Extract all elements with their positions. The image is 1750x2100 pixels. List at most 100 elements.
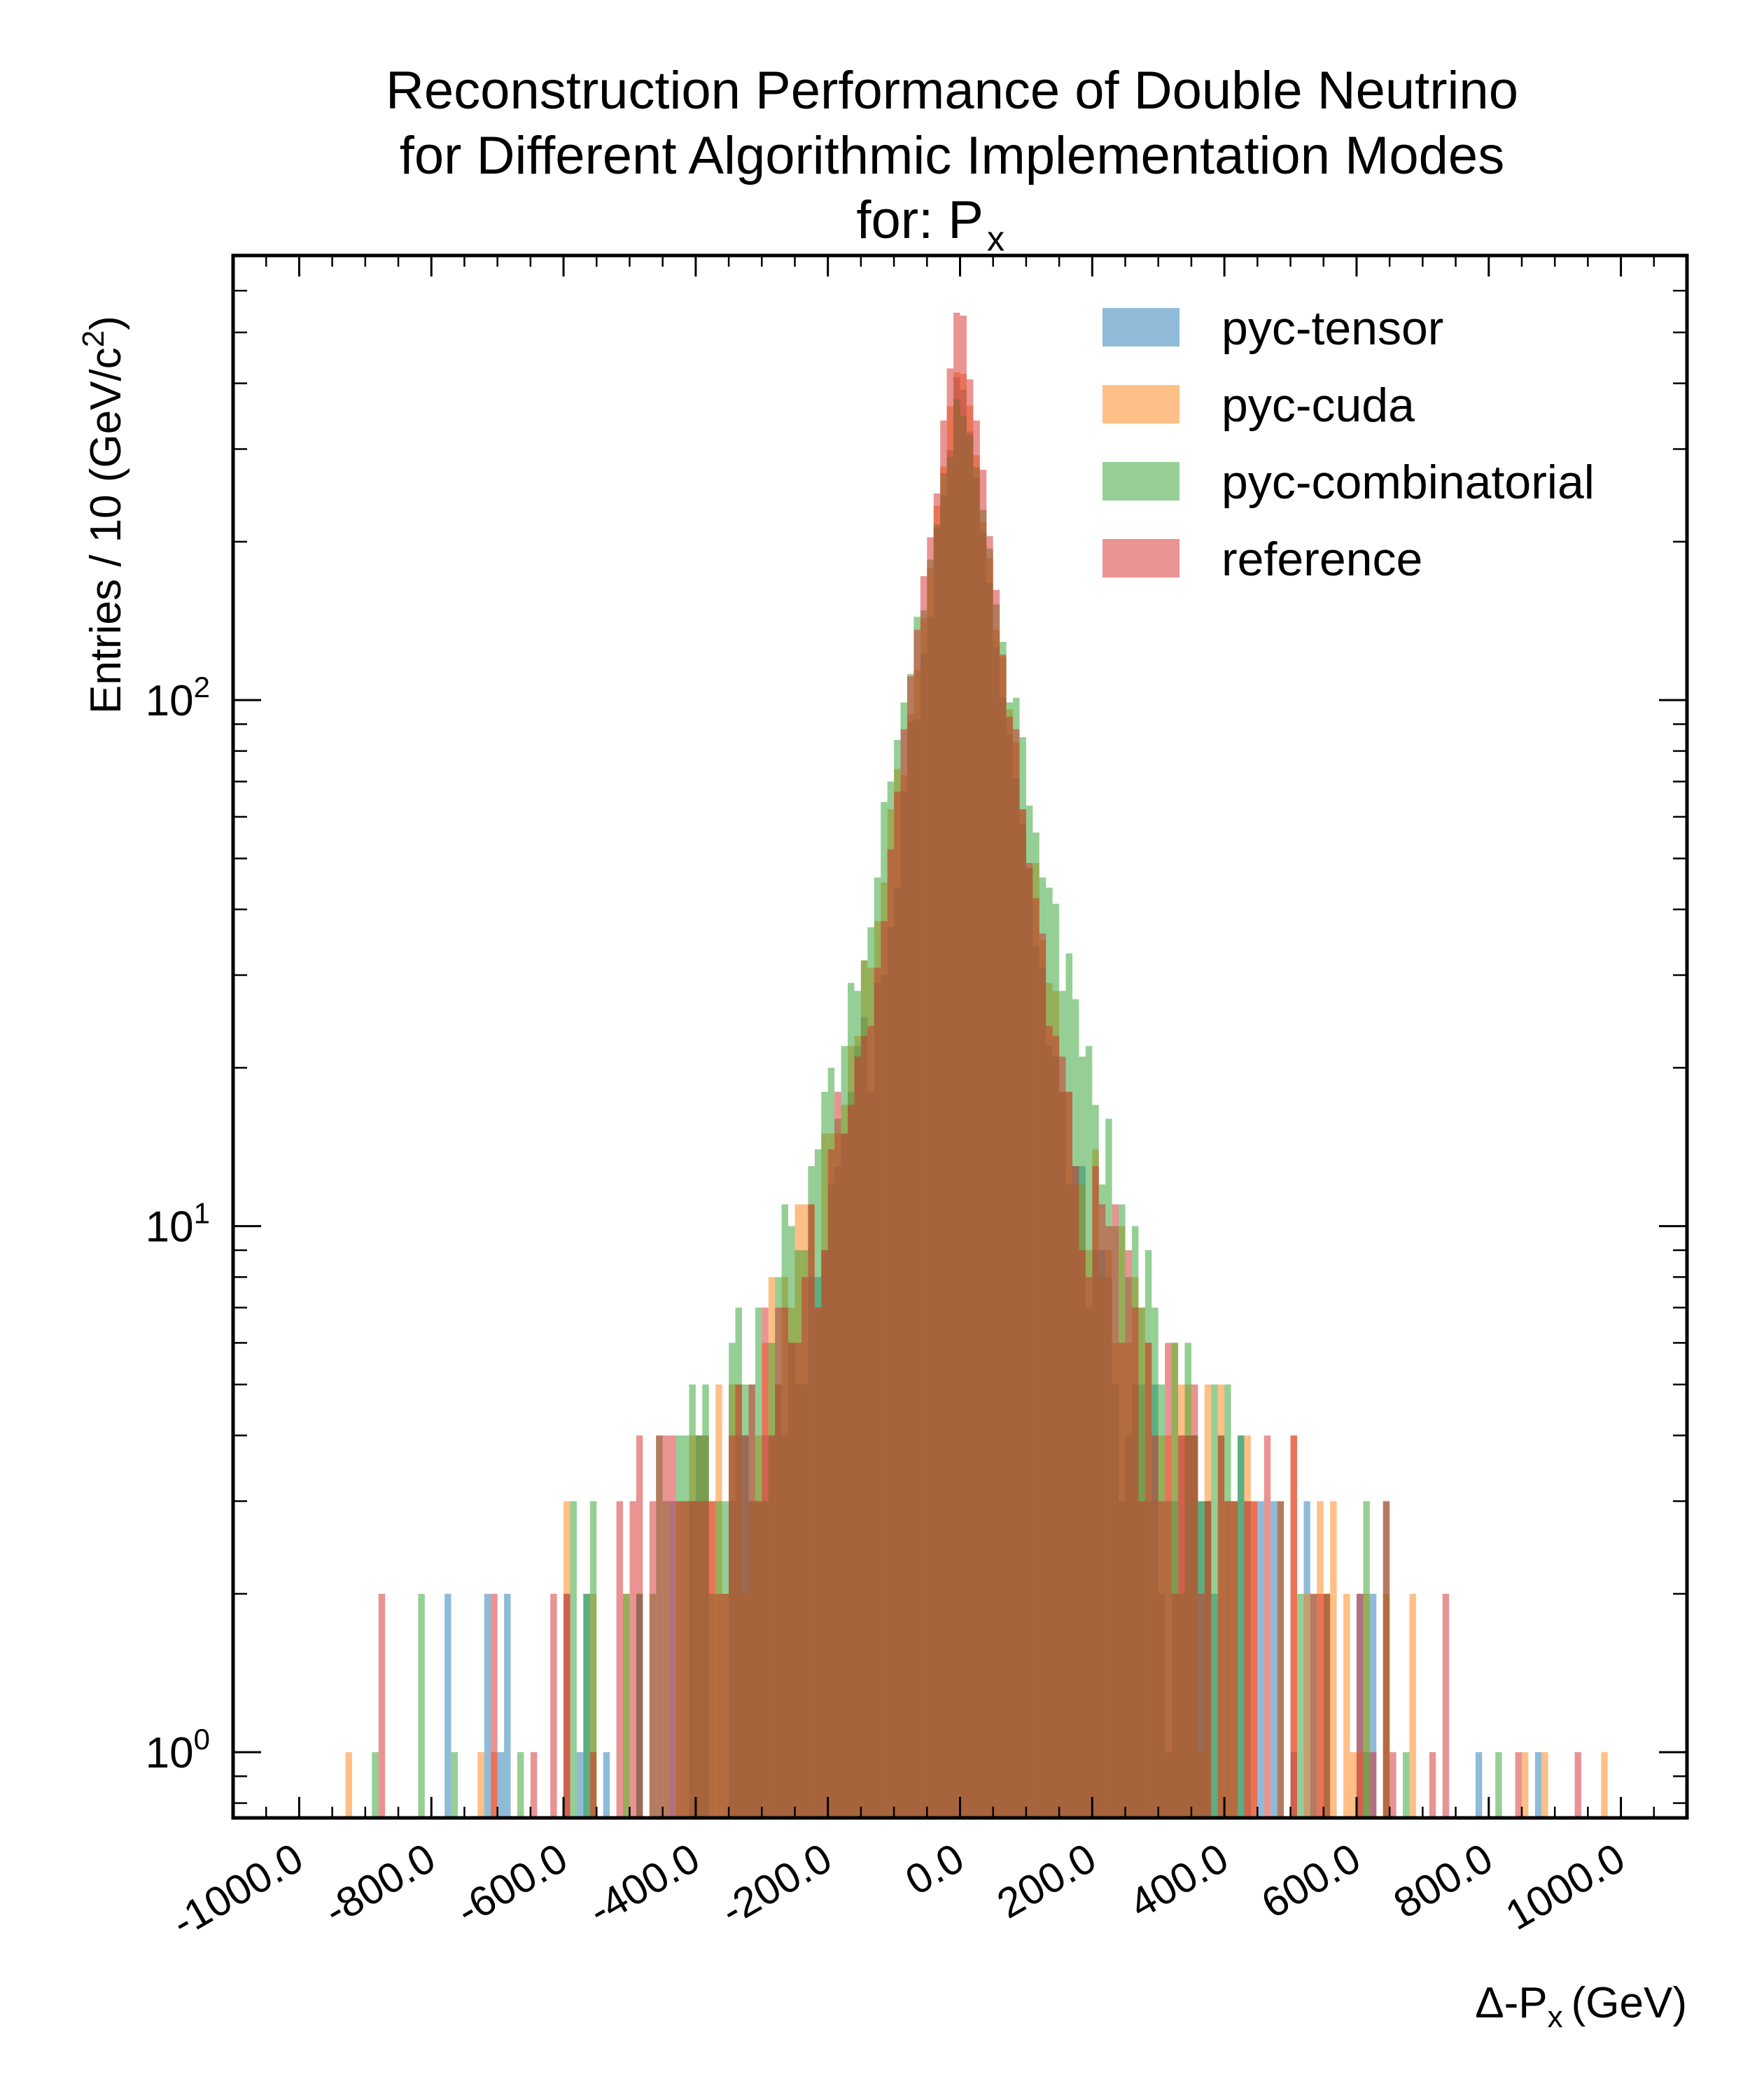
- histogram-bar: [603, 1752, 610, 1818]
- histogram-bar: [788, 1343, 795, 1818]
- histogram-bar: [372, 1752, 379, 1818]
- histogram-bar: [1125, 1250, 1132, 1818]
- histogram-bar: [1171, 1593, 1179, 1818]
- histogram-bar: [662, 1435, 670, 1818]
- histogram-bar: [682, 1501, 690, 1818]
- histogram-bar: [656, 1435, 663, 1818]
- histogram-bar: [848, 1105, 855, 1818]
- histogram-bar: [649, 1501, 657, 1818]
- histogram-bar: [762, 1308, 769, 1818]
- histogram-bar: [669, 1435, 676, 1818]
- histogram-bar: [1277, 1501, 1284, 1818]
- histogram-bar: [1165, 1343, 1172, 1818]
- histogram-bar: [966, 379, 974, 1818]
- histogram-bar: [1144, 1343, 1152, 1818]
- histogram-bar: [1171, 1343, 1179, 1818]
- histogram-bar: [906, 676, 914, 1818]
- x-axis-label: Δ-Px (GeV): [1475, 1979, 1687, 2034]
- legend-label: pyc-cuda: [1222, 379, 1415, 432]
- x-axis-label-main: Δ-P: [1475, 1979, 1547, 2027]
- histogram-bar: [1244, 1501, 1251, 1818]
- histogram-bar: [993, 589, 1000, 1818]
- histogram-bar: [1290, 1435, 1297, 1818]
- histogram-bar: [636, 1435, 643, 1818]
- histogram-bar: [1198, 1593, 1205, 1818]
- y-tick-label: 102: [146, 671, 210, 725]
- histogram-bar: [781, 1308, 789, 1818]
- histogram-bar: [1409, 1593, 1416, 1818]
- histogram-bar: [1323, 1593, 1331, 1818]
- histogram-bar: [1039, 933, 1046, 1818]
- histogram-bar: [589, 1752, 597, 1818]
- histogram-bar: [451, 1752, 458, 1818]
- histogram-bar: [1013, 729, 1020, 1818]
- histogram-bar: [1112, 1204, 1119, 1818]
- histogram-bar: [735, 1384, 742, 1818]
- histogram-bar: [1270, 1501, 1278, 1818]
- histogram-bar: [570, 1501, 577, 1818]
- histogram-bar: [1204, 1501, 1212, 1818]
- legend-swatch: [1102, 462, 1180, 500]
- histogram-bar: [1475, 1752, 1483, 1818]
- histogram-bar: [1105, 1226, 1112, 1818]
- histogram-bar: [827, 1149, 835, 1818]
- histogram-bar: [378, 1593, 386, 1818]
- svg-text:Entries / 10 (GeV/c2): Entries / 10 (GeV/c2): [76, 316, 130, 714]
- histogram-bar: [1217, 1435, 1225, 1818]
- histogram-bar: [530, 1752, 538, 1818]
- y-axis-label: Entries / 10 (GeV/c2): [76, 316, 130, 714]
- legend-label: reference: [1222, 533, 1422, 586]
- chart-title-line-2: for Different Algorithmic Implementation…: [400, 126, 1504, 186]
- y-axis-label-sup: 2: [76, 330, 111, 347]
- histogram-bar: [1601, 1752, 1608, 1818]
- histogram-bar: [1000, 654, 1007, 1818]
- histogram-bar: [768, 1435, 776, 1818]
- histogram-bar: [1574, 1752, 1581, 1818]
- histogram-bar: [1534, 1752, 1542, 1818]
- histogram-bar: [504, 1593, 511, 1818]
- histogram-bar: [418, 1593, 425, 1818]
- histogram-bar: [1092, 1166, 1099, 1818]
- histogram-bar: [1541, 1752, 1548, 1818]
- histogram-bar: [1330, 1501, 1337, 1818]
- histogram-bar: [1250, 1501, 1258, 1818]
- histogram-bar: [854, 1056, 861, 1818]
- histogram-bar: [1052, 1035, 1060, 1818]
- histogram-bar: [1356, 1593, 1364, 1818]
- histogram-bar: [1019, 809, 1026, 1818]
- chart-title-line-3: for: P: [856, 190, 983, 250]
- legend-swatch: [1102, 308, 1180, 346]
- histogram-bar: [1079, 1250, 1086, 1818]
- histogram-bar: [874, 967, 881, 1818]
- histogram-bar: [689, 1501, 696, 1818]
- histogram-bars: [345, 312, 1608, 1818]
- histogram-bar: [1350, 1752, 1357, 1818]
- x-axis-label-sub: x: [1548, 2000, 1563, 2034]
- histogram-bar: [1191, 1384, 1198, 1818]
- histogram-bar: [933, 493, 941, 1818]
- histogram-bar: [629, 1501, 636, 1818]
- histogram-bar: [841, 1133, 848, 1818]
- histogram-bar: [1006, 716, 1014, 1818]
- histogram-bar: [1059, 1056, 1066, 1818]
- histogram-bar: [1158, 1501, 1166, 1818]
- histogram-bar: [748, 1384, 755, 1818]
- y-tick-label: 101: [146, 1197, 210, 1252]
- histogram-bar: [1296, 1593, 1304, 1818]
- histogram-bar: [1138, 1501, 1145, 1818]
- histogram-bar: [1184, 1435, 1191, 1818]
- y-tick-label: 100: [146, 1723, 210, 1777]
- histogram-bar: [960, 315, 967, 1818]
- histogram-bar: [1224, 1501, 1231, 1818]
- histogram-bar: [491, 1593, 498, 1818]
- histogram-bar: [920, 576, 927, 1818]
- histogram-bar: [979, 470, 987, 1818]
- histogram-bar: [755, 1501, 762, 1818]
- histogram-bar: [1317, 1593, 1324, 1818]
- legend-swatch: [1102, 385, 1180, 424]
- histogram-bar: [1032, 898, 1040, 1818]
- histogram-bar: [741, 1435, 749, 1818]
- y-tick-labels: 100 101 102: [146, 671, 210, 1777]
- histogram-bar: [801, 1277, 808, 1818]
- histogram-bar: [1131, 1308, 1139, 1818]
